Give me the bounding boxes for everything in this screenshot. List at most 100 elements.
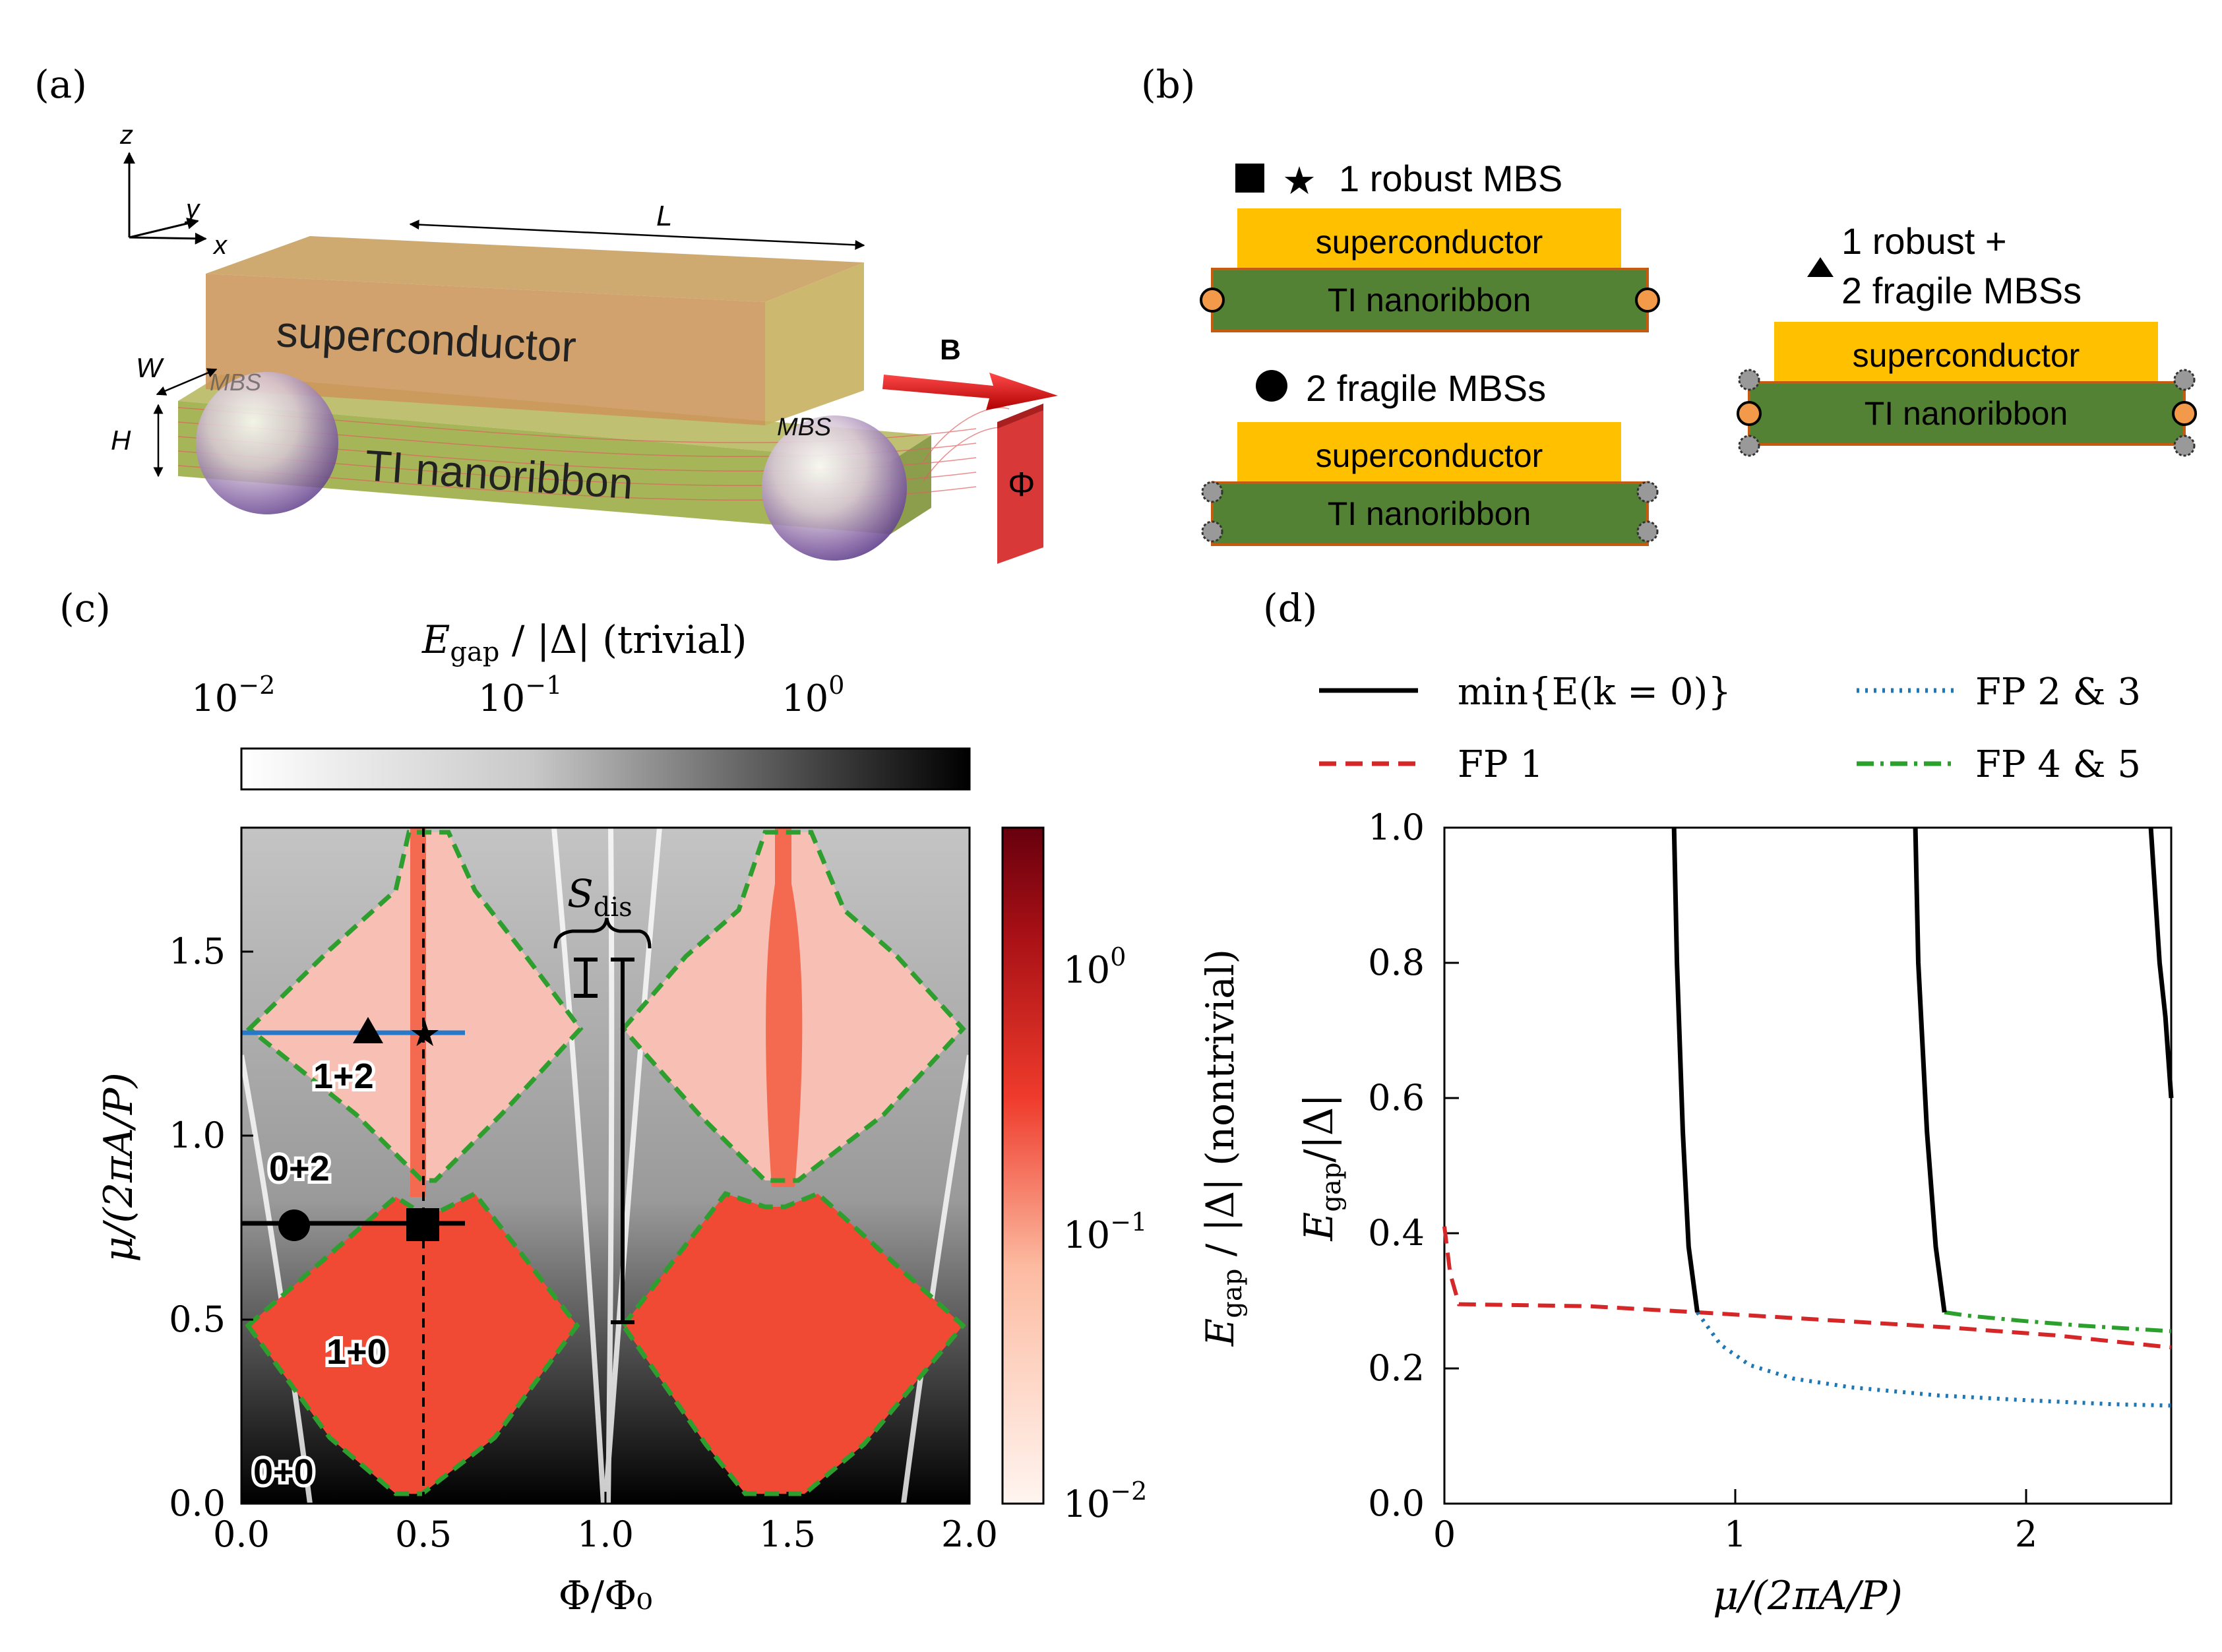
- y-tick-label: 1.0: [1368, 807, 1425, 848]
- series-layer: [1442, 827, 2174, 1408]
- x-tick-label: 1.0: [577, 1514, 634, 1555]
- panel-a-label: (a): [34, 62, 87, 107]
- legend-fp1-label: FP 1: [1458, 743, 1543, 786]
- cb-top-tick: 100: [782, 671, 844, 720]
- y-tick-label: 0.0: [1368, 1483, 1425, 1524]
- colorbar-top-ticklabels: 10−2 10−1 100: [191, 671, 844, 720]
- heatmap-xticklabels: 0.0 0.5 1.0 1.5 2.0: [213, 1514, 998, 1555]
- plot-yticks: [1444, 826, 1459, 1505]
- colorbar-right-label: Egap / |Δ| (nontrivial): [1198, 949, 1248, 1347]
- y-tick-label: 0.6: [1368, 1077, 1425, 1118]
- magnetic-field-arrow: [882, 373, 1058, 410]
- x-tick-label: 1: [1724, 1514, 1746, 1555]
- robust-mbs: [2172, 401, 2197, 426]
- robust-mbs-right: [1635, 288, 1660, 313]
- panel-d-label: (d): [1263, 586, 1317, 630]
- region-labels: 1+2 0+2 1+0 0+0: [250, 1053, 390, 1495]
- triangle-marker: [1807, 257, 1834, 277]
- panel-b-label: (b): [1141, 62, 1195, 107]
- series-line-solid-3: [1671, 827, 1700, 1313]
- height-label: H: [111, 425, 131, 456]
- phase-boundaries: [245, 830, 966, 1496]
- plot-xlabel: μ/(2πA/P): [1713, 1573, 1903, 1619]
- x-tick-label: 0.0: [213, 1514, 270, 1555]
- fragile-mbs: [2173, 369, 2196, 391]
- plot-xticks: [1443, 1489, 2027, 1504]
- panel-c: (c) Egap / |Δ| (trivial) 10−2 10−1 100: [59, 586, 1248, 1619]
- panel-c-label: (c): [59, 586, 111, 630]
- case-robust-plus-fragile: 1 robust + 2 fragile MBSs superconductor…: [1737, 220, 2197, 457]
- region-label: 0+0: [253, 1452, 314, 1492]
- case2-title: 2 fragile MBSs: [1306, 367, 1546, 409]
- colorbar-right: [1001, 826, 1045, 1505]
- length-dimension-arrow: [409, 220, 865, 250]
- case-fragile-mbs: 2 fragile MBSs superconductor TI nanorib…: [1201, 367, 1659, 546]
- legend-fp23-label: FP 2 & 3: [1975, 671, 2141, 714]
- plot-frame: [1443, 826, 2173, 1505]
- axes-triad: z y x: [119, 121, 228, 260]
- robust-mbs: [1737, 401, 1762, 426]
- case-robust-mbs: ★ 1 robust MBS superconductor TI nanorib…: [1200, 158, 1660, 332]
- legend-solid-label: min{E(k = 0)}: [1458, 671, 1731, 714]
- heatmap-xlabel: Φ/Φ₀: [559, 1573, 653, 1619]
- cb-top-tick: 10−2: [191, 671, 275, 720]
- y-tick-label: 0.2: [1368, 1347, 1425, 1389]
- series-line-solid-5: [2148, 827, 2174, 1099]
- case1-ti-label: TI nanoribbon: [1328, 282, 1531, 319]
- star-marker: ★: [1282, 160, 1316, 202]
- plot-ylabel: Egap/|Δ|: [1296, 1094, 1347, 1242]
- plot-xticklabels: 0 1 2: [1433, 1514, 2037, 1555]
- heatmap-xticks: [240, 1492, 971, 1504]
- mbs-left-label: MBS: [210, 369, 261, 396]
- triangle-marker: [353, 1017, 383, 1043]
- superconductor-front-face: [206, 274, 765, 425]
- width-dimension-arrow: [156, 368, 218, 396]
- fragile-mbs: [2173, 435, 2196, 457]
- y-tick-label: 0.4: [1368, 1212, 1425, 1254]
- y-tick-label: 0.5: [169, 1299, 226, 1340]
- heatmap-yticks: [241, 950, 253, 1505]
- case3-title-line1: 1 robust +: [1841, 220, 2007, 262]
- cb-right-tick: 10−1: [1063, 1208, 1147, 1257]
- square-marker: [406, 1208, 439, 1241]
- series-line-dashdot-2: [1944, 1310, 2172, 1333]
- x-tick-label: 2.0: [941, 1514, 998, 1555]
- case2-superconductor: [1237, 422, 1621, 483]
- case3-sc-label: superconductor: [1853, 337, 2080, 374]
- case1-title: 1 robust MBS: [1339, 158, 1562, 199]
- panel-d: (d) min{E(k = 0)} FP 1 FP 2 & 3 FP 4 & 5…: [1263, 586, 2174, 1619]
- superconductor-side-face: [765, 262, 864, 425]
- width-label: W: [136, 352, 164, 383]
- robust-mbs-left: [1200, 288, 1225, 313]
- case2-ti-label: TI nanoribbon: [1328, 495, 1531, 532]
- case3-ti-label: TI nanoribbon: [1865, 395, 2068, 432]
- y-tick-label: 0.0: [169, 1483, 226, 1524]
- legend: min{E(k = 0)} FP 1 FP 2 & 3 FP 4 & 5: [1319, 671, 2141, 786]
- sdis-label: Sdis: [567, 871, 633, 923]
- x-tick-label: 0.5: [395, 1514, 452, 1555]
- heatmap-yticklabels: 0.0 0.5 1.0 1.5: [169, 931, 226, 1524]
- sdis-brace: [553, 917, 652, 949]
- case1-sc-label: superconductor: [1316, 224, 1543, 260]
- mbs-left-sphere: [196, 372, 338, 514]
- case2-sc-label: superconductor: [1316, 437, 1543, 474]
- case3-superconductor: [1774, 322, 2158, 382]
- red-column-right: [766, 828, 803, 1187]
- axis-z-label: z: [119, 121, 133, 150]
- region-label: 1+0: [326, 1332, 387, 1372]
- x-tick-label: 0: [1433, 1514, 1456, 1555]
- region-label: 1+2: [313, 1056, 374, 1096]
- series-line-dashed-0: [1442, 1226, 2172, 1350]
- field-label: B: [940, 334, 961, 366]
- circle-marker: [1256, 370, 1287, 402]
- diamond-lower-left: [248, 1194, 577, 1494]
- circle-marker: [278, 1209, 310, 1241]
- plot-yticklabels: 0.0 0.2 0.4 0.6 0.8 1.0: [1368, 807, 1425, 1524]
- fragile-mbs: [1201, 520, 1223, 543]
- y-tick-label: 1.0: [169, 1115, 226, 1156]
- nanoribbon-front-face: [178, 401, 890, 534]
- cb-right-tick: 10−2: [1063, 1477, 1147, 1526]
- flux-plate-side: [997, 404, 1043, 429]
- series-line-dotted-1: [1696, 1311, 2172, 1408]
- region-label: 0+2: [269, 1149, 330, 1188]
